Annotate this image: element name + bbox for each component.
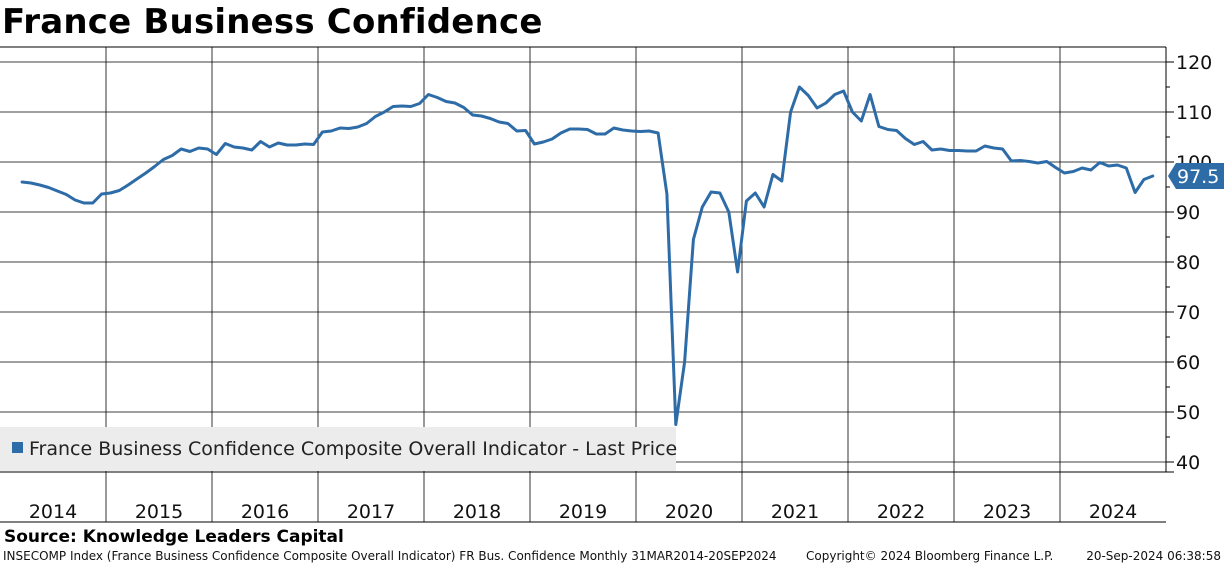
- y-tick-label-50: 50: [1176, 402, 1200, 424]
- chart-legend: France Business Confidence Composite Ove…: [0, 427, 678, 471]
- footer-timestamp: 20-Sep-2024 06:38:58: [1086, 549, 1221, 563]
- x-tick-label-2021: 2021: [771, 501, 819, 523]
- grid-lines: [0, 47, 1166, 472]
- x-axis-ticks: 2014 2015 2016 2017 2018 2019 2020 2021 2022 2023…: [29, 472, 1137, 523]
- source-note: Source: Knowledge Leaders Capital: [4, 527, 344, 547]
- footer-copyright: Copyright© 2024 Bloomberg Finance L.P.: [806, 549, 1054, 563]
- last-price-marker: 97.5: [1168, 163, 1224, 189]
- y-tick-label-40: 40: [1176, 452, 1200, 474]
- x-tick-label-2024: 2024: [1089, 501, 1137, 523]
- y-tick-label-110: 110: [1176, 102, 1212, 124]
- x-tick-label-2020: 2020: [665, 501, 713, 523]
- x-tick-label-2015: 2015: [135, 501, 183, 523]
- y-axis-ticks: 405060708090100110120: [1166, 52, 1212, 474]
- x-tick-label-2016: 2016: [241, 501, 289, 523]
- chart-title: France Business Confidence: [2, 2, 543, 42]
- x-tick-label-2014: 2014: [29, 501, 77, 523]
- y-tick-label-80: 80: [1176, 252, 1200, 274]
- axes: [0, 46, 1174, 523]
- y-tick-label-60: 60: [1176, 352, 1200, 374]
- y-tick-label-90: 90: [1176, 202, 1200, 224]
- x-tick-label-2017: 2017: [347, 501, 395, 523]
- y-tick-label-120: 120: [1176, 52, 1212, 74]
- last-price-label: 97.5: [1177, 166, 1219, 188]
- legend-label: France Business Confidence Composite Ove…: [29, 438, 678, 460]
- series-line-business-confidence: [20, 85, 1155, 426]
- x-tick-label-2019: 2019: [559, 501, 607, 523]
- last-price-label-bg: [1168, 163, 1224, 189]
- x-tick-label-2023: 2023: [983, 501, 1031, 523]
- footer-description: INSECOMP Index (France Business Confiden…: [3, 549, 777, 563]
- x-tick-label-2018: 2018: [453, 501, 501, 523]
- y-tick-label-70: 70: [1176, 302, 1200, 324]
- x-tick-label-2022: 2022: [877, 501, 925, 523]
- legend-swatch: [12, 442, 23, 453]
